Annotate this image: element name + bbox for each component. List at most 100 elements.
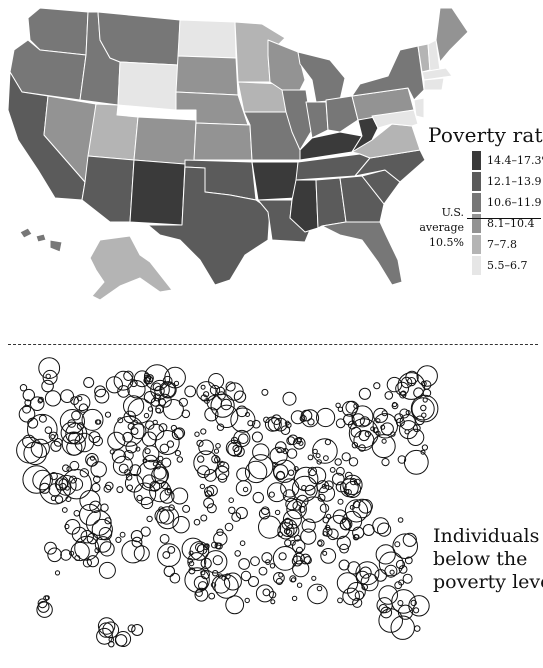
poverty-bubble bbox=[381, 458, 390, 467]
poverty-bubble bbox=[392, 401, 398, 408]
poverty-bubble bbox=[262, 588, 271, 597]
poverty-bubble bbox=[144, 448, 151, 455]
legend-label: 5.5–6.7 bbox=[487, 259, 528, 272]
poverty-bubble bbox=[159, 381, 177, 399]
poverty-bubble bbox=[108, 636, 115, 643]
poverty-bubble bbox=[301, 485, 307, 491]
poverty-bubble bbox=[159, 534, 170, 544]
poverty-bubble bbox=[194, 587, 209, 602]
poverty-bubble bbox=[394, 581, 403, 590]
poverty-bubble bbox=[118, 463, 129, 474]
poverty-bubble bbox=[332, 472, 345, 486]
poverty-bubble bbox=[324, 480, 334, 490]
poverty-bubble bbox=[349, 478, 357, 486]
poverty-bubble bbox=[324, 439, 331, 446]
poverty-bubble bbox=[111, 449, 127, 464]
state-maryland bbox=[371, 109, 419, 129]
state-wisconsin bbox=[267, 39, 306, 91]
poverty-bubble bbox=[322, 550, 328, 556]
poverty-bubble bbox=[380, 424, 386, 430]
poverty-bubble bbox=[133, 545, 150, 562]
poverty-bubble bbox=[47, 547, 62, 563]
poverty-bubble bbox=[220, 398, 232, 411]
poverty-bubble bbox=[131, 624, 144, 636]
poverty-bubble bbox=[317, 540, 323, 546]
poverty-bubble bbox=[22, 465, 52, 494]
poverty-bubble bbox=[282, 391, 297, 406]
poverty-bubble bbox=[395, 381, 410, 396]
poverty-bubble bbox=[277, 522, 295, 540]
poverty-bubble bbox=[336, 572, 359, 594]
poverty-bubble bbox=[293, 466, 319, 492]
poverty-bubble bbox=[96, 627, 113, 645]
poverty-bubble bbox=[150, 397, 160, 407]
poverty-bubble bbox=[335, 402, 341, 408]
poverty-bubble bbox=[339, 518, 352, 531]
state-arizona bbox=[81, 155, 135, 223]
section-divider bbox=[8, 344, 538, 345]
poverty-bubble bbox=[397, 455, 407, 464]
poverty-bubble bbox=[377, 522, 392, 537]
poverty-bubble bbox=[236, 467, 251, 482]
poverty-bubble bbox=[193, 450, 219, 476]
poverty-bubble bbox=[278, 552, 287, 561]
caption-line-1: Individuals bbox=[433, 525, 540, 547]
poverty-bubble bbox=[225, 595, 245, 615]
poverty-bubble bbox=[402, 573, 413, 584]
poverty-bubble bbox=[217, 573, 223, 579]
poverty-bubble bbox=[155, 463, 161, 470]
poverty-bubble bbox=[410, 394, 439, 423]
poverty-bubble bbox=[228, 497, 234, 503]
poverty-bubble bbox=[76, 422, 85, 430]
poverty-bubble bbox=[215, 465, 230, 481]
poverty-bubble bbox=[269, 563, 276, 569]
poverty-bubble bbox=[347, 561, 361, 575]
poverty-bubble bbox=[386, 376, 403, 393]
poverty-bubble bbox=[291, 475, 318, 502]
poverty-bubble bbox=[261, 552, 273, 564]
legend-label: 10.6–11.9 bbox=[487, 196, 542, 209]
poverty-bubble bbox=[98, 561, 116, 579]
legend-item: 7–7.8 bbox=[472, 234, 543, 255]
poverty-bubble bbox=[94, 536, 112, 553]
poverty-bubble bbox=[37, 598, 48, 609]
poverty-bubble bbox=[225, 382, 244, 401]
poverty-bubble bbox=[336, 466, 345, 476]
poverty-bubble bbox=[413, 625, 421, 632]
poverty-bubble bbox=[225, 439, 242, 457]
poverty-bubble bbox=[69, 460, 80, 471]
poverty-bubble bbox=[294, 534, 301, 542]
poverty-bubble bbox=[54, 570, 61, 576]
poverty-bubble bbox=[228, 506, 236, 515]
poverty-bubble bbox=[163, 565, 176, 578]
poverty-bubble bbox=[23, 441, 48, 466]
poverty-bubble bbox=[252, 443, 270, 461]
poverty-bubble bbox=[208, 592, 216, 600]
legend-swatch bbox=[472, 235, 481, 254]
poverty-bubble bbox=[223, 572, 242, 591]
poverty-bubble bbox=[103, 484, 112, 493]
poverty-bubble bbox=[352, 597, 363, 608]
poverty-bubble bbox=[197, 465, 210, 479]
poverty-bubble bbox=[60, 389, 74, 403]
poverty-bubble bbox=[307, 583, 328, 605]
poverty-bubble bbox=[261, 388, 269, 396]
poverty-bubble bbox=[300, 496, 327, 523]
poverty-bubble bbox=[279, 518, 298, 537]
poverty-bubble bbox=[162, 399, 184, 420]
poverty-bubble bbox=[390, 431, 396, 437]
poverty-bubble bbox=[345, 400, 359, 414]
poverty-bubble bbox=[195, 542, 205, 553]
poverty-bubble bbox=[347, 582, 366, 601]
poverty-bubble bbox=[124, 469, 131, 476]
poverty-bubble bbox=[133, 482, 157, 506]
poverty-bubble bbox=[147, 406, 154, 412]
poverty-bubble bbox=[413, 607, 420, 614]
poverty-bubble bbox=[145, 420, 155, 430]
poverty-bubble bbox=[329, 467, 336, 473]
poverty-bubble bbox=[374, 569, 388, 582]
poverty-bubble bbox=[69, 475, 77, 484]
poverty-bubble bbox=[378, 551, 404, 577]
poverty-bubble bbox=[384, 391, 394, 400]
poverty-bubble bbox=[209, 384, 221, 396]
